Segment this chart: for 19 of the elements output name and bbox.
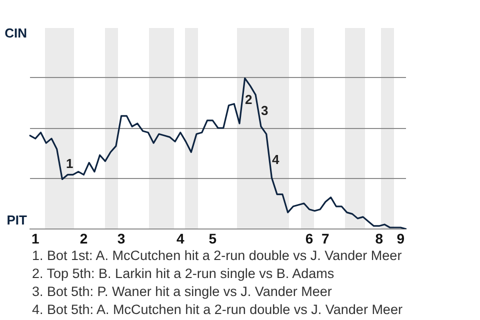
x-tick-label: 8: [375, 230, 384, 246]
annotation: 1: [66, 156, 74, 172]
x-tick-label: 6: [305, 230, 314, 246]
annotation: 3: [261, 103, 268, 119]
x-tick-label: 5: [208, 230, 217, 246]
x-tick-label: 9: [396, 230, 405, 246]
x-tick-label: 2: [80, 230, 88, 246]
text: PIT: [6, 212, 28, 228]
text: CIN: [4, 26, 27, 41]
x-tick-label: 1: [31, 230, 40, 246]
text: 3. Bot 5th: P. Waner hit a single vs J. Vander Meer: [32, 283, 333, 301]
annotation: 2: [245, 92, 252, 108]
x-tick-label: 3: [117, 230, 126, 246]
text: 4. Bot 5th: A. McCutchen hit a 2-run double vs J. Vander Meer: [32, 301, 404, 319]
x-tick-label: 7: [322, 230, 330, 246]
annotation: 4: [272, 152, 280, 168]
text: 1. Bot 1st: A. McCutchen hit a 2-run double vs J. Vander Meer: [32, 247, 403, 265]
text: 2. Top 5th: B. Larkin hit a 2-run single vs B. Adams: [32, 265, 336, 283]
x-tick-label: 4: [176, 230, 184, 246]
